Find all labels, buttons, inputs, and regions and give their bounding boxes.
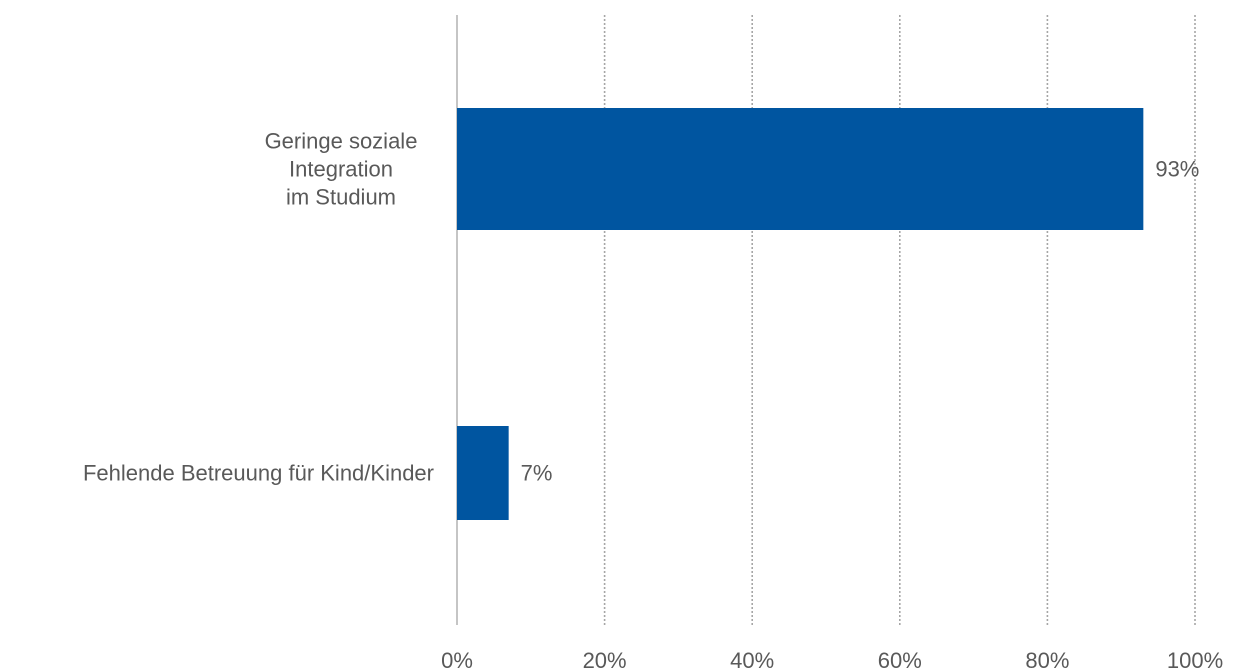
category-label-line: Integration xyxy=(289,157,393,182)
bar xyxy=(457,108,1144,230)
value-label: 7% xyxy=(521,461,553,486)
x-tick-label: 80% xyxy=(1025,648,1069,670)
category-label-line: im Studium xyxy=(286,185,396,210)
value-label: 93% xyxy=(1155,157,1199,182)
category-label-line: Geringe soziale xyxy=(265,129,418,154)
x-tick-label: 100% xyxy=(1167,648,1223,670)
category-label-line: Fehlende Betreuung für Kind/Kinder xyxy=(83,461,434,486)
x-tick-label: 0% xyxy=(441,648,473,670)
x-tick-label: 40% xyxy=(730,648,774,670)
x-tick-label: 60% xyxy=(878,648,922,670)
category-label: Fehlende Betreuung für Kind/Kinder xyxy=(83,461,434,486)
category-label: Geringe soziale Integration im Studium xyxy=(265,129,418,210)
x-tick-label: 20% xyxy=(583,648,627,670)
bar xyxy=(457,426,509,520)
